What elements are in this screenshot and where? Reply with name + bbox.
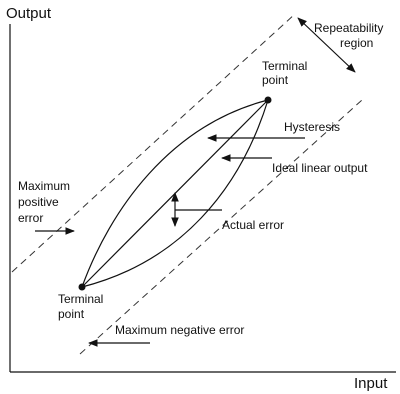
max-positive-label: Maximum xyxy=(18,179,70,193)
terminal-label: Terminal xyxy=(262,59,307,73)
loop-upper xyxy=(81,99,269,288)
repeatability-label: region xyxy=(340,36,373,50)
terminal-label: point xyxy=(58,307,85,321)
loop-lower xyxy=(81,99,269,288)
max-positive-label: error xyxy=(18,211,43,225)
terminal-label: point xyxy=(262,73,289,87)
x-axis-label: Input xyxy=(354,375,388,392)
actual-error-label: Actual error xyxy=(222,218,284,232)
repeatability-arrow xyxy=(297,17,356,73)
lower-bound xyxy=(79,99,363,355)
repeatability-label: Repeatability xyxy=(314,21,383,35)
terminal-point xyxy=(264,96,272,104)
max-positive-label: positive xyxy=(18,195,59,209)
y-axis-label: Output xyxy=(6,5,52,22)
ideal-label: Ideal linear output xyxy=(272,161,368,175)
terminal-point xyxy=(78,283,86,291)
hysteresis-label: Hysteresis xyxy=(284,120,340,134)
upper-bound xyxy=(11,13,296,273)
max-negative-label: Maximum negative error xyxy=(115,323,244,337)
terminal-label: Terminal xyxy=(58,292,103,306)
